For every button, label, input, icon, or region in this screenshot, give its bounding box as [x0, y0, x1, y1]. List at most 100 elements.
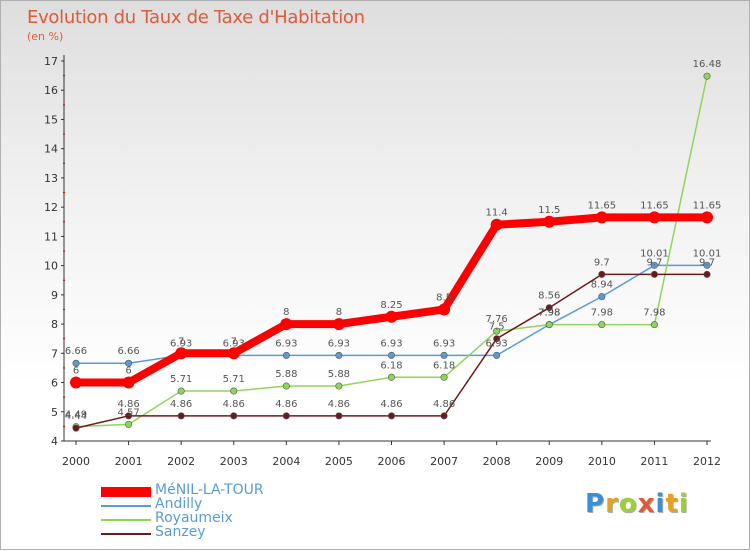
x-tick-label: 2011 — [640, 455, 668, 468]
data-label: 8.94 — [591, 280, 613, 291]
data-label: 11.65 — [588, 200, 617, 211]
y-tick-label: 9 — [51, 289, 58, 302]
legend-item-menil-la-tour: MéNIL-LA-TOUR — [101, 482, 361, 499]
data-label: 11.4 — [486, 208, 508, 219]
logo-letter: x — [637, 489, 656, 519]
data-point — [438, 303, 451, 316]
data-label: 6.93 — [223, 338, 245, 349]
legend-item-sanzey: Sanzey — [101, 524, 361, 541]
logo-letter: t — [665, 489, 679, 519]
data-point — [440, 412, 448, 420]
data-point — [177, 387, 185, 395]
data-label: 7.98 — [643, 308, 665, 319]
data-point — [545, 321, 553, 329]
data-point — [70, 376, 82, 389]
data-label: 9.7 — [699, 257, 715, 268]
x-tick-label: 2009 — [535, 455, 563, 468]
data-point — [280, 318, 293, 331]
data-label: 6.93 — [275, 338, 297, 349]
x-tick-label: 2010 — [588, 455, 616, 468]
legend-item-royaumeix: Royaumeix — [101, 510, 361, 527]
y-tick-label: 6 — [51, 377, 58, 390]
data-label: 6.93 — [486, 338, 508, 349]
data-label: 6.18 — [380, 360, 402, 371]
data-label: 10.01 — [693, 248, 722, 259]
x-tick-label: 2005 — [325, 455, 353, 468]
data-point — [335, 382, 343, 390]
logo-letter: i — [678, 489, 689, 519]
data-label: 4.57 — [117, 407, 139, 418]
y-tick-label: 12 — [44, 201, 58, 214]
data-label: 7.98 — [538, 308, 560, 319]
y-tick-label: 16 — [44, 84, 58, 97]
y-tick-label: 15 — [44, 113, 58, 126]
data-point — [335, 412, 343, 420]
data-point — [703, 72, 711, 80]
data-point — [72, 359, 80, 367]
x-tick-label: 2008 — [483, 455, 511, 468]
data-point — [490, 218, 503, 231]
data-point — [493, 335, 501, 343]
data-point — [650, 270, 658, 278]
data-label: 6.93 — [328, 338, 350, 349]
data-point — [543, 215, 556, 228]
data-label: 7.98 — [538, 308, 560, 319]
data-label: 9.7 — [646, 257, 662, 268]
x-tick-label: 2004 — [272, 455, 300, 468]
data-label: 7 — [231, 336, 237, 347]
data-point — [545, 304, 553, 312]
data-point — [493, 327, 501, 335]
data-point — [440, 351, 448, 359]
data-point — [282, 382, 290, 390]
data-point — [282, 351, 290, 359]
y-tick-label: 8 — [51, 318, 58, 331]
data-point — [701, 211, 713, 224]
chart-legend: MéNIL-LA-TOUR Andilly Royaumeix Sanzey — [101, 482, 361, 541]
y-tick-label: 14 — [44, 143, 58, 156]
data-label: 6.66 — [117, 346, 139, 357]
data-label: 10.01 — [640, 248, 669, 259]
data-point — [335, 351, 343, 359]
data-label: 9.7 — [594, 257, 610, 268]
data-point — [387, 351, 395, 359]
logo-letter: r — [605, 489, 619, 519]
data-point — [703, 270, 711, 278]
data-point — [648, 211, 661, 224]
legend-swatch — [101, 505, 151, 507]
data-point — [230, 412, 238, 420]
legend-label: Andilly — [155, 496, 203, 512]
y-tick-label: 7 — [51, 347, 58, 360]
data-point — [703, 261, 711, 269]
data-point — [493, 351, 501, 359]
data-point — [282, 412, 290, 420]
y-tick-label: 11 — [44, 230, 58, 243]
data-point — [440, 373, 448, 381]
legend-item-andilly: Andilly — [101, 496, 361, 513]
x-tick-label: 2000 — [62, 455, 90, 468]
data-label: 11.65 — [693, 200, 722, 211]
data-label: 7.76 — [486, 314, 508, 325]
data-label: 7 — [178, 336, 184, 347]
data-label: 4.86 — [117, 399, 139, 410]
data-point — [385, 310, 398, 323]
data-point — [177, 412, 185, 420]
data-label: 4.86 — [328, 399, 350, 410]
data-label: 4.86 — [223, 399, 245, 410]
y-tick-label: 13 — [44, 172, 58, 185]
data-label: 6.66 — [65, 346, 87, 357]
data-label: 8.5 — [436, 292, 452, 303]
x-tick-label: 2002 — [167, 455, 195, 468]
data-label: 4.49 — [65, 410, 87, 421]
logo-letter: P — [585, 489, 606, 519]
data-label: 5.88 — [275, 369, 297, 380]
data-label: 5.71 — [223, 374, 245, 385]
y-tick-label: 5 — [51, 406, 58, 419]
data-point — [125, 412, 133, 420]
data-label: 6.93 — [380, 338, 402, 349]
data-point — [125, 420, 133, 428]
data-label: 8 — [336, 307, 342, 318]
y-tick-label: 4 — [51, 435, 58, 448]
data-label: 8.25 — [380, 300, 402, 311]
